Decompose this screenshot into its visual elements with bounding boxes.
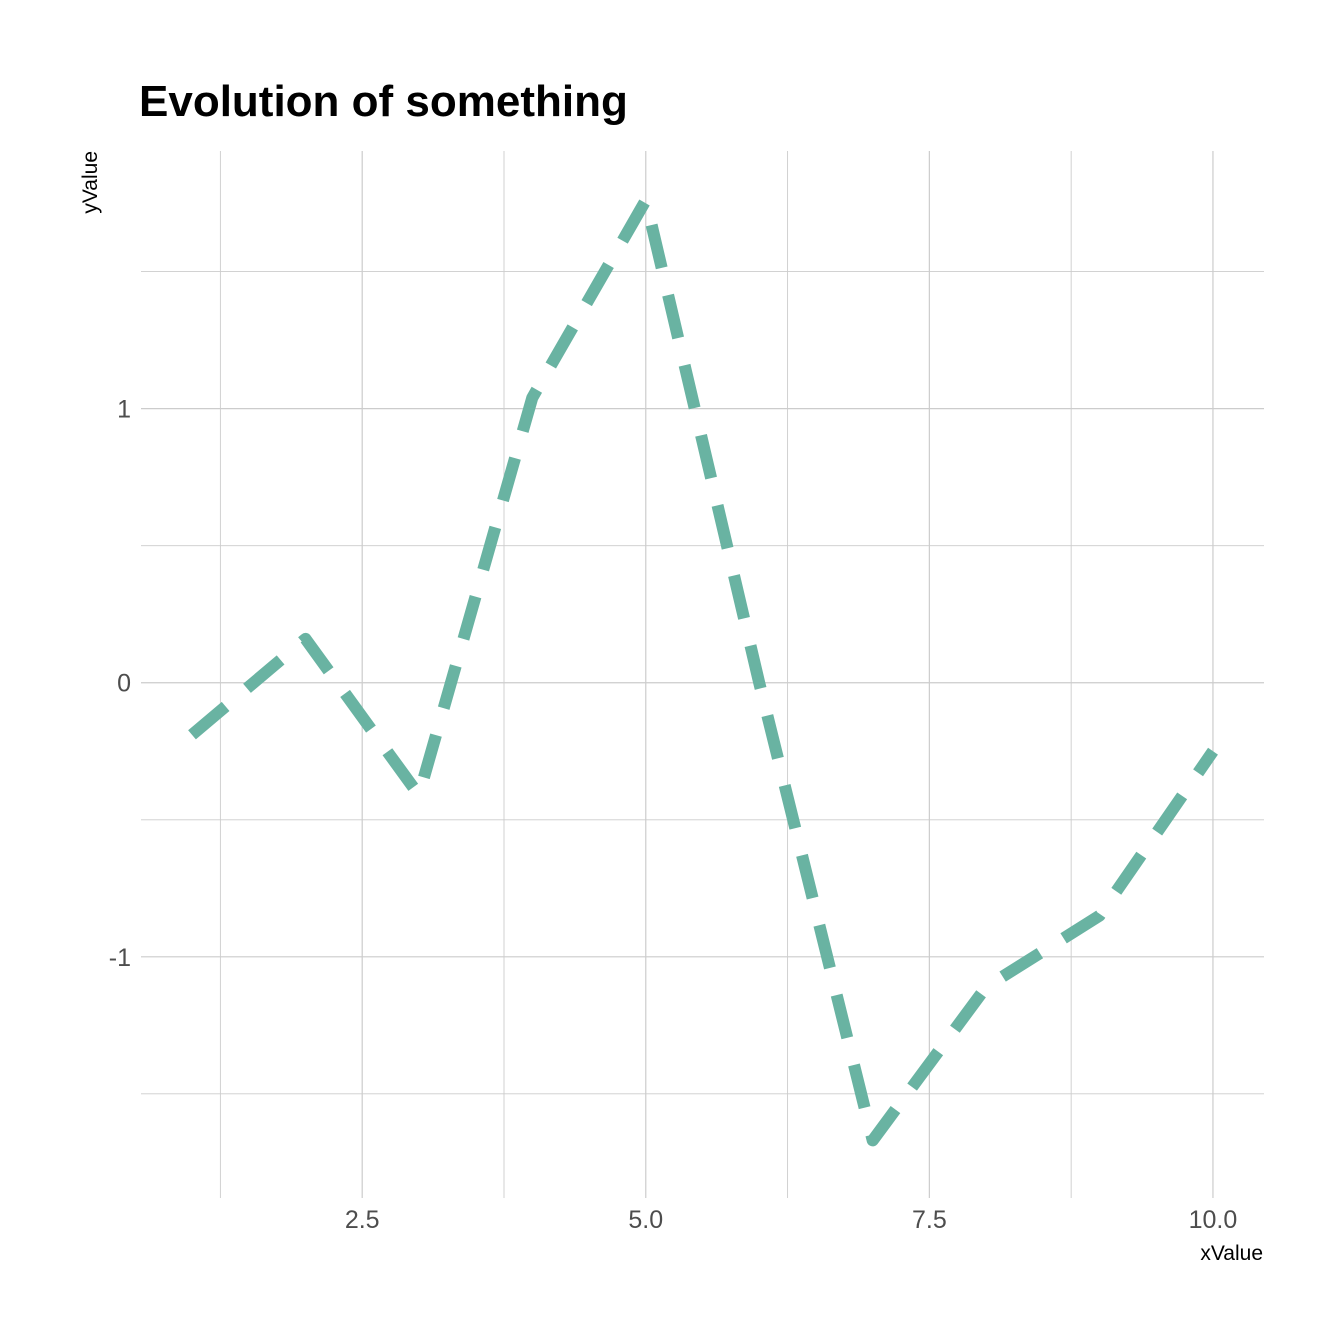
x-tick-label: 7.5 bbox=[912, 1206, 947, 1234]
x-tick-label: 2.5 bbox=[345, 1206, 380, 1234]
x-tick-label: 10.0 bbox=[1189, 1206, 1238, 1234]
series-line-0 bbox=[188, 194, 1218, 1147]
grid bbox=[141, 151, 1264, 1198]
y-tick-label: -1 bbox=[109, 944, 131, 972]
y-tick-label: 0 bbox=[117, 670, 131, 698]
x-tick-labels: 2.5 5.0 7.5 10.0 bbox=[345, 1206, 1237, 1234]
x-tick-label: 5.0 bbox=[628, 1206, 663, 1234]
chart-title: Evolution of something bbox=[139, 77, 628, 126]
x-axis-title: xValue bbox=[1200, 1242, 1263, 1265]
y-tick-label: 1 bbox=[117, 396, 131, 424]
series-group bbox=[188, 194, 1218, 1147]
y-axis-title: yValue bbox=[79, 151, 102, 214]
y-tick-labels: -1 0 1 bbox=[109, 396, 131, 972]
